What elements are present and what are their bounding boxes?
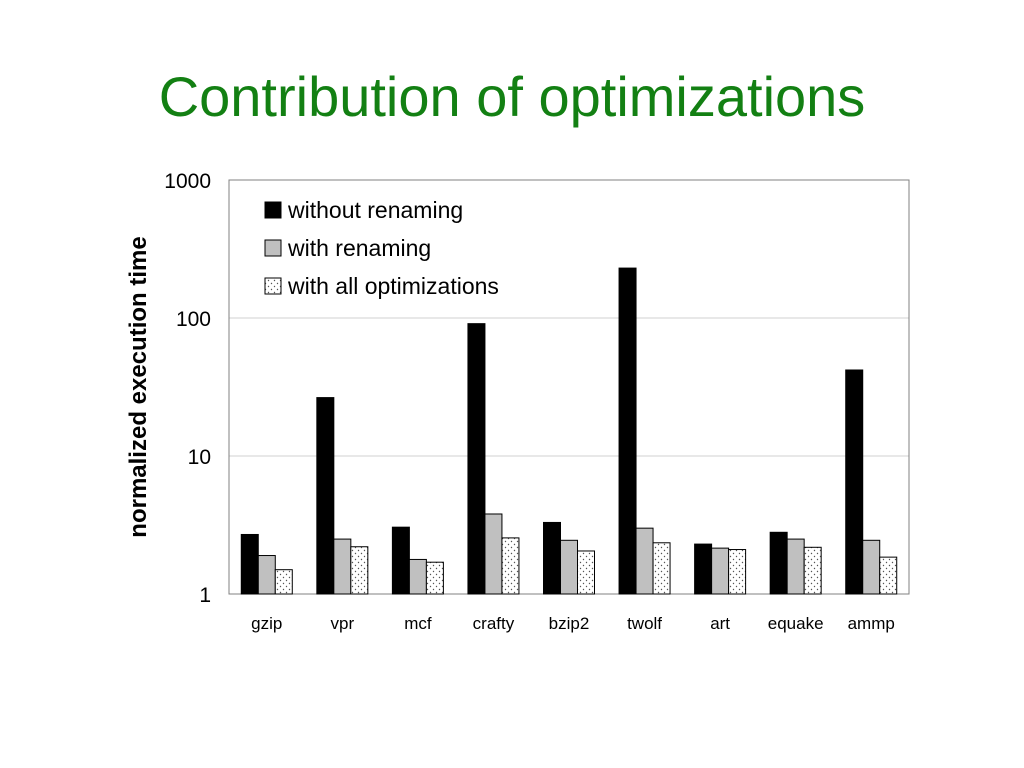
legend: without renaming with renaming with all op… <box>264 197 499 299</box>
x-tick-label: art <box>710 614 730 633</box>
legend-swatch <box>264 239 282 257</box>
bar-ammp-2 <box>862 539 881 595</box>
bar-crafty-3 <box>501 537 520 595</box>
bar-crafty-2 <box>484 513 503 595</box>
legend-label: without renaming <box>287 197 463 223</box>
bar-art-3 <box>728 549 747 595</box>
bar-bzip2-3 <box>577 550 595 595</box>
bar-equake-2 <box>786 538 805 595</box>
bar-gzip-3 <box>274 569 293 595</box>
legend-label: with all optimizations <box>287 273 499 299</box>
x-tick-label: gzip <box>251 614 282 633</box>
y-tick-label: 1000 <box>164 170 211 193</box>
bar-ammp-1 <box>845 369 864 595</box>
y-axis-label: normalized execution time <box>125 236 152 537</box>
y-tick-label: 1 <box>199 584 211 607</box>
legend-swatch <box>264 201 282 219</box>
bar-ammp-3 <box>879 556 898 595</box>
x-tick-label: ammp <box>848 614 895 633</box>
bar-equake-3 <box>803 546 822 595</box>
x-tick-label: twolf <box>627 614 662 633</box>
x-tick-label: equake <box>768 614 824 633</box>
bar-bzip2-1 <box>543 521 561 595</box>
x-tick-label: mcf <box>404 614 432 633</box>
bar-twolf-2 <box>635 527 654 595</box>
x-tick-label: bzip2 <box>549 614 590 633</box>
bar-twolf-1 <box>618 267 637 595</box>
legend-swatch <box>264 277 282 295</box>
y-tick-label: 10 <box>188 446 211 469</box>
bar-twolf-3 <box>652 542 671 595</box>
bar-mcf-1 <box>391 526 410 595</box>
bar-equake-1 <box>769 531 788 595</box>
x-tick-label: vpr <box>331 614 355 633</box>
bar-crafty-1 <box>467 323 486 595</box>
bar-art-1 <box>694 543 713 595</box>
bar-bzip2-2 <box>560 539 578 595</box>
bar-vpr-2 <box>333 538 352 595</box>
bar-art-2 <box>711 547 730 595</box>
bar-vpr-1 <box>316 397 335 595</box>
bar-vpr-3 <box>350 546 369 595</box>
slide-title: Contribution of optimizations <box>158 65 866 128</box>
bar-gzip-1 <box>240 533 259 595</box>
legend-label: with renaming <box>287 235 431 261</box>
y-tick-label: 100 <box>176 308 211 331</box>
x-tick-label: crafty <box>473 614 515 633</box>
bar-mcf-2 <box>408 558 427 595</box>
bar-mcf-3 <box>425 561 444 595</box>
bar-gzip-2 <box>257 555 276 595</box>
